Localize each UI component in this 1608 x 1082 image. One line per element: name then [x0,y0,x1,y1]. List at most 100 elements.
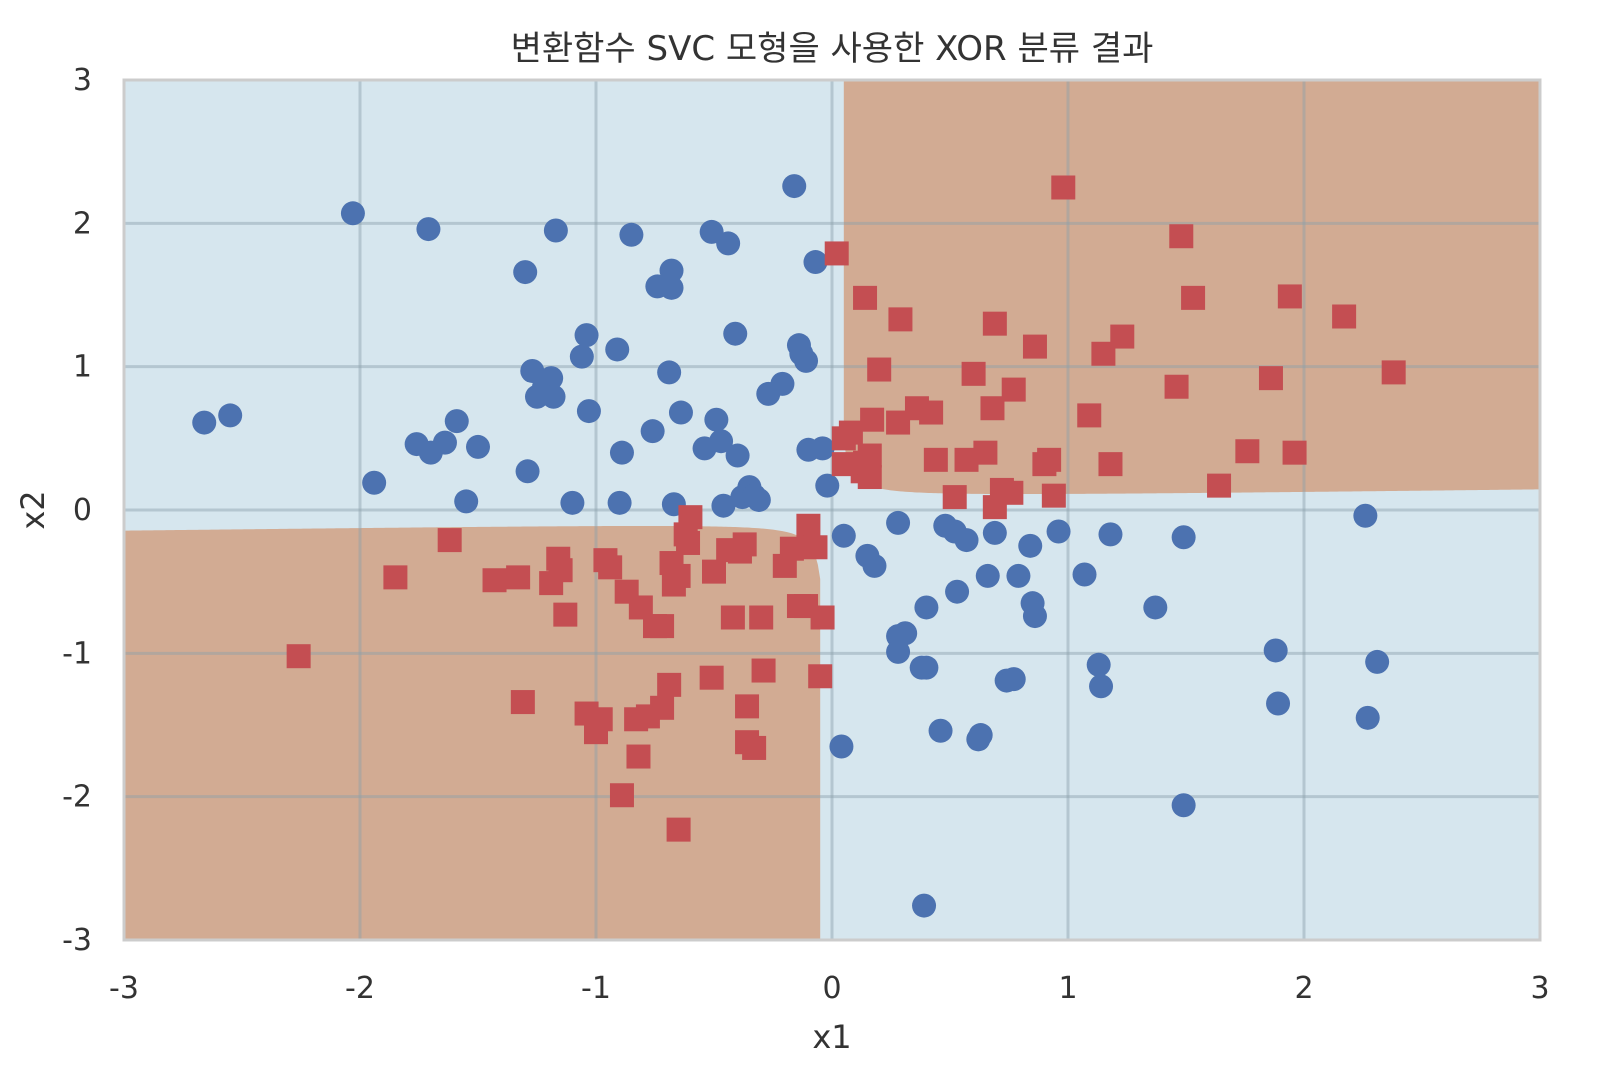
circle-point [1046,519,1071,544]
circle-point [541,384,566,409]
circle-point [1022,604,1047,629]
circle-point [912,893,937,918]
square-point [437,528,462,553]
square-point [749,605,774,630]
y-tick-label: -1 [62,636,92,671]
circle-point [862,553,887,578]
y-tick-label: -3 [62,923,92,958]
circle-point [886,639,911,664]
circle-point [803,250,828,275]
square-point [973,440,998,465]
x-tick-label: -2 [345,971,375,1006]
square-point [751,658,776,683]
square-point [735,694,760,719]
square-point [720,605,745,630]
square-point [650,614,675,639]
y-tick-label: -2 [62,780,92,815]
circle-point [1086,652,1111,677]
circle-point [725,443,750,468]
square-point [923,447,948,472]
square-point [888,307,913,332]
circle-point [659,258,684,283]
square-point [1077,403,1102,428]
circle-point [1365,649,1390,674]
square-point [598,555,623,580]
circle-point [810,436,835,461]
x-tick-label: -3 [109,971,139,1006]
square-point [942,485,967,510]
square-point [1164,374,1189,399]
region-bottom-left [124,525,821,940]
plot-frame [122,78,1542,942]
circle-point [815,473,840,498]
square-point [510,690,535,715]
square-point [702,559,726,584]
square-point [1235,439,1260,464]
square-point [980,396,1005,421]
y-tick-label: 1 [73,350,92,385]
square-point [666,563,691,588]
square-point [1258,366,1283,391]
circle-point [716,231,741,256]
x-tick-label: 1 [1058,971,1077,1006]
x-tick-labels: -3 -2 -1 0 1 2 3 [109,971,1550,1006]
circle-point [218,403,243,428]
circle-point [982,520,1007,545]
circle-point [340,201,365,226]
square-point [699,665,724,690]
square-point [676,530,701,555]
circle-point [709,429,734,454]
circle-point [560,490,585,515]
circle-point [746,487,771,512]
circle-point [1171,525,1196,550]
square-point [857,443,882,468]
square-point [609,783,634,808]
square-point [506,565,531,590]
square-point [1332,304,1357,329]
circle-point [657,360,682,385]
square-point [867,357,892,382]
x-tick-label: 2 [1294,971,1313,1006]
circle-point [576,399,601,424]
square-point [1098,452,1123,477]
square-point [1381,360,1406,385]
circle-point [914,595,939,620]
circle-point [444,409,469,434]
circle-point [619,222,644,247]
square-point [1277,284,1302,309]
circle-point [574,323,599,348]
square-point [678,505,703,530]
circle-point [605,337,630,362]
circle-point [1353,503,1378,528]
circle-point [782,174,807,199]
square-point [857,465,882,490]
square-point [742,735,767,760]
circle-point [416,217,441,242]
circle-point [543,218,568,243]
circle-point [1089,674,1114,699]
y-axis-label: x2 [14,490,52,529]
square-point [810,605,835,630]
square-point [1181,285,1206,310]
square-point [1207,473,1232,498]
circle-point [928,718,953,743]
square-point [803,535,828,560]
circle-point [515,459,540,484]
square-point [657,672,682,697]
circle-point [704,407,729,432]
circle-point [362,470,387,495]
circle-point [1006,563,1031,588]
x-tick-label: 0 [822,971,841,1006]
circle-point [539,366,564,391]
square-point [650,695,675,720]
circle-point [893,621,918,646]
circle-point [432,430,457,455]
square-point [860,407,885,432]
square-point [553,602,578,627]
circle-point [975,563,1000,588]
circle-point [829,734,854,759]
square-point [961,361,986,386]
data-points [192,174,1406,918]
y-tick-label: 2 [73,206,92,241]
square-point [286,644,311,669]
